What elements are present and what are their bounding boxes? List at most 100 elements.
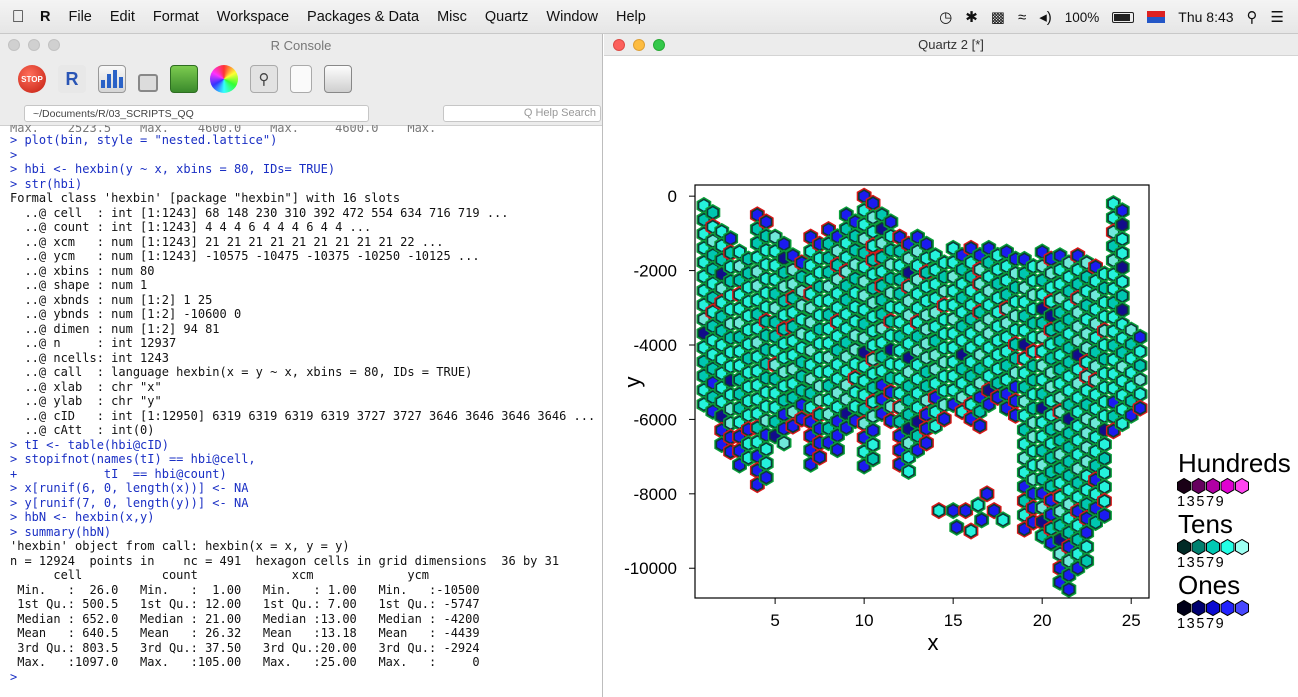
window-title: Quartz 2 [*]: [918, 37, 984, 52]
window-controls: [8, 39, 60, 51]
hexbin-cell: [883, 213, 899, 231]
hexbin-cell: [1114, 230, 1130, 248]
menu-workspace[interactable]: Workspace: [216, 8, 290, 25]
legend-title: Tens: [1178, 509, 1233, 539]
keyboard-icon[interactable]: ▩: [990, 9, 1005, 26]
menu-window[interactable]: Window: [546, 8, 598, 25]
legend-group: Hundreds 13579: [1177, 448, 1291, 510]
hexbin-cell: [1132, 399, 1148, 417]
minimize-button[interactable]: [633, 39, 645, 51]
menu-r[interactable]: R: [40, 8, 51, 25]
console-command-line: > summary(hbN): [10, 524, 112, 539]
menu-quartz[interactable]: Quartz: [484, 8, 529, 25]
document-icon[interactable]: [290, 65, 312, 93]
r-logo-icon[interactable]: R: [58, 65, 86, 93]
console-command-line: > hbi <- hexbin(y ~ x, xbins = 80, IDs= …: [10, 162, 336, 176]
print-icon[interactable]: [324, 65, 352, 93]
legend-group: Ones 13579: [1177, 570, 1249, 632]
zoom-button[interactable]: [48, 39, 60, 51]
hexbin-cell: [1132, 385, 1148, 403]
menu-bar:  R File Edit Format Workspace Packages …: [0, 0, 1298, 34]
stop-icon[interactable]: STOP: [18, 65, 46, 93]
flag-icon[interactable]: [1147, 11, 1166, 23]
hexbin-cell: [949, 518, 965, 536]
hexbin-cell: [1079, 552, 1095, 570]
hexbin-cell: [1061, 580, 1077, 598]
menu-file[interactable]: File: [68, 8, 92, 25]
battery-icon[interactable]: [1112, 11, 1135, 23]
legend-swatch: [1191, 599, 1206, 617]
minimize-button[interactable]: [28, 39, 40, 51]
help-search-input[interactable]: Q Help Search: [443, 105, 601, 122]
hexbin-cell: [936, 410, 952, 428]
hexbin-cell: [1132, 342, 1148, 360]
hexbin-cell: [1097, 478, 1112, 496]
hexbin-cell: [1132, 357, 1148, 375]
legend-labels: 13579: [1177, 555, 1225, 571]
close-button[interactable]: [613, 39, 625, 51]
menu-help[interactable]: Help: [616, 8, 646, 25]
volume-icon[interactable]: ◂): [1039, 9, 1052, 26]
hexbin-cell: [723, 230, 739, 248]
hexbin-cell: [1097, 464, 1112, 482]
console-output-line: 'hexbin' object from call: hexbin(x = x,…: [10, 539, 350, 553]
r-toolbar: STOP R ⚲: [0, 56, 602, 102]
hexbin-cell: [995, 511, 1011, 529]
hexbin-cell: [1132, 328, 1148, 346]
menu-packages-data[interactable]: Packages & Data: [307, 8, 420, 25]
hexbin-cells: [696, 187, 1148, 598]
clock[interactable]: Thu 8:43: [1178, 9, 1234, 25]
working-directory-field[interactable]: ~/Documents/R/03_SCRIPTS_QQ: [24, 105, 369, 122]
legend-group: Tens 13579: [1177, 509, 1249, 571]
r-console-titlebar[interactable]: R Console: [0, 34, 602, 56]
hexbin-cell: [865, 450, 881, 468]
zoom-button[interactable]: [653, 39, 665, 51]
console-output-line: ..@ xlab : chr "x": [10, 379, 162, 394]
legend-title: Ones: [1178, 570, 1240, 600]
console-output-line: ..@ n : int 12937: [10, 336, 177, 350]
r-console-window: R Console STOP R ⚲ ~/Documents/R/03_SCRI…: [0, 34, 603, 697]
table-icon[interactable]: [170, 65, 198, 93]
console-output-line: ..@ call : language hexbin(x = y ~ x, xb…: [10, 365, 473, 379]
legend-swatch: [1191, 477, 1206, 495]
apple-icon[interactable]: : [0, 7, 36, 27]
legend-swatch: [1220, 477, 1235, 495]
hexbin-cell: [1097, 435, 1112, 453]
hexbin-cell: [945, 502, 961, 520]
magnifier-icon[interactable]: ⚲: [250, 65, 278, 93]
console-output-line: ..@ xbins : num 80: [10, 263, 155, 278]
quartz-titlebar[interactable]: Quartz 2 [*]: [604, 34, 1298, 56]
color-wheel-icon[interactable]: [210, 65, 238, 93]
search-icon[interactable]: ⚲: [1246, 9, 1258, 26]
console-output-line: Formal class 'hexbin' [package "hexbin"]…: [10, 191, 401, 205]
lock-icon[interactable]: [138, 74, 158, 92]
console-output-line: n = 12924 points in nc = 491 hexagon cel…: [10, 553, 560, 568]
close-button[interactable]: [8, 39, 20, 51]
console-command-line: > plot(bin, style = "nested.lattice"): [10, 133, 278, 147]
y-axis: 0 -2000 -4000 -6000 -8000 -10000: [624, 187, 695, 578]
wifi-icon[interactable]: ≈: [1017, 8, 1027, 26]
menu-edit[interactable]: Edit: [109, 8, 135, 25]
hexbin-cell: [776, 434, 792, 452]
hexbin-cell: [1114, 244, 1130, 262]
console-output-line: ..@ shape : num 1: [10, 278, 148, 292]
menu-misc[interactable]: Misc: [437, 8, 467, 25]
hexbin-cell: [1097, 506, 1112, 524]
quartz-window: Quartz 2 [*] 5 10 15 20 25 0 -2000 -4000 -6000 -…: [604, 34, 1298, 697]
legend-swatch: [1191, 538, 1206, 556]
hexbin-cell: [1097, 450, 1112, 468]
time-machine-icon[interactable]: ◷: [939, 9, 953, 26]
x-tick-label: 20: [1033, 611, 1052, 630]
console-output-line: Median : 652.0 Median : 21.00 Median :13…: [10, 611, 480, 626]
list-icon[interactable]: ☰: [1270, 9, 1284, 26]
console-command-line: > y[runif(7, 0, length(y))] <- NA: [10, 495, 249, 510]
menu-format[interactable]: Format: [152, 8, 199, 25]
hexbin-cell: [794, 339, 810, 357]
console-output-line: 1st Qu.: 500.5 1st Qu.: 12.00 1st Qu.: 7…: [10, 597, 480, 611]
chart-icon[interactable]: [98, 65, 126, 93]
battery-percent[interactable]: 100%: [1064, 9, 1100, 25]
hexbin-cell: [758, 454, 774, 472]
bluetooth-icon[interactable]: ✱: [965, 9, 978, 26]
hexbin-cell: [1079, 524, 1095, 542]
console-output[interactable]: Max. 2523.5 Max. 4600.0 Max. 4600.0 Max.…: [0, 125, 602, 697]
